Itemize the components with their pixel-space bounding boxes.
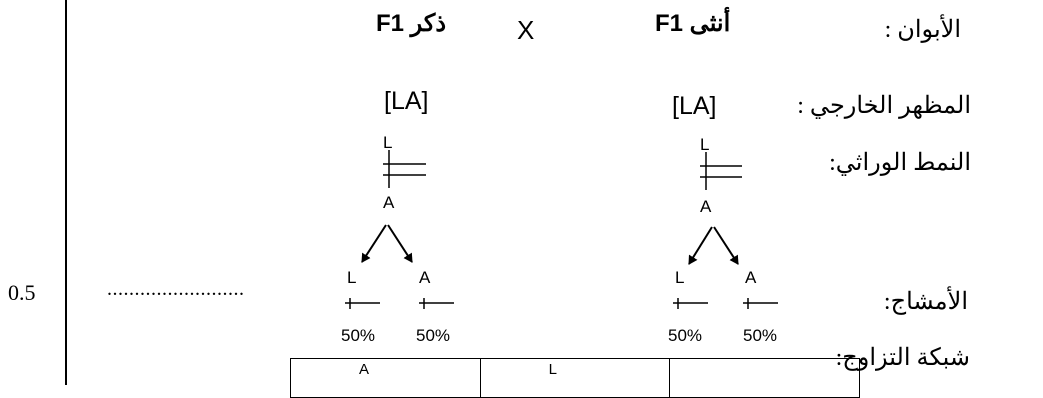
- margin-rule: [65, 0, 67, 385]
- label-phenotype: المظهر الخارجي :: [797, 93, 971, 119]
- male-gamete-1-allele: L: [347, 268, 357, 287]
- label-genotype: النمط الوراثي:: [829, 150, 971, 176]
- female-genotype-bars: [700, 152, 742, 190]
- punnett-grid: A L: [290, 358, 860, 398]
- male-genotype-bottom: A: [383, 193, 395, 212]
- female-arrow-left: [688, 226, 713, 265]
- male-gamete-1-pct: 50%: [341, 326, 376, 345]
- male-gamete-2-pct: 50%: [416, 326, 451, 345]
- punnett-header-2: L: [548, 361, 557, 378]
- female-phenotype: [LA]: [672, 92, 717, 120]
- male-parent: ذكر F1: [376, 10, 447, 37]
- cross-symbol: X: [517, 15, 535, 45]
- punnett-header-1: A: [359, 361, 370, 378]
- female-gamete-2-pct: 50%: [743, 326, 778, 345]
- male-genotype-bars: [383, 150, 426, 188]
- punnett-cell-3: [669, 358, 860, 398]
- female-gamete-bars: [673, 298, 778, 309]
- male-gamete-2-allele: A: [419, 268, 431, 287]
- female-genotype-bottom: A: [700, 197, 712, 216]
- female-gamete-1-pct: 50%: [668, 326, 703, 345]
- male-genotype-top: L: [383, 133, 393, 152]
- male-arrow-left: [361, 224, 387, 263]
- female-gamete-2-allele: A: [745, 268, 757, 287]
- label-parents: الأبوان :: [884, 17, 961, 43]
- label-gametes: الأمشاج:: [883, 289, 968, 315]
- male-arrow-right: [387, 224, 413, 263]
- female-parent: أنثى F1: [655, 10, 731, 37]
- male-phenotype: [LA]: [384, 87, 429, 115]
- female-genotype-top: L: [700, 135, 710, 154]
- female-arrow-right: [713, 226, 739, 265]
- male-gamete-bars: [345, 298, 454, 309]
- punnett-cell-1: A: [290, 358, 481, 398]
- score: 0.5: [8, 280, 36, 305]
- female-gamete-1-allele: L: [675, 268, 685, 287]
- answer-dots: .........................: [107, 278, 245, 300]
- punnett-cell-2: L: [479, 358, 671, 398]
- cross-diagram: [345, 150, 778, 309]
